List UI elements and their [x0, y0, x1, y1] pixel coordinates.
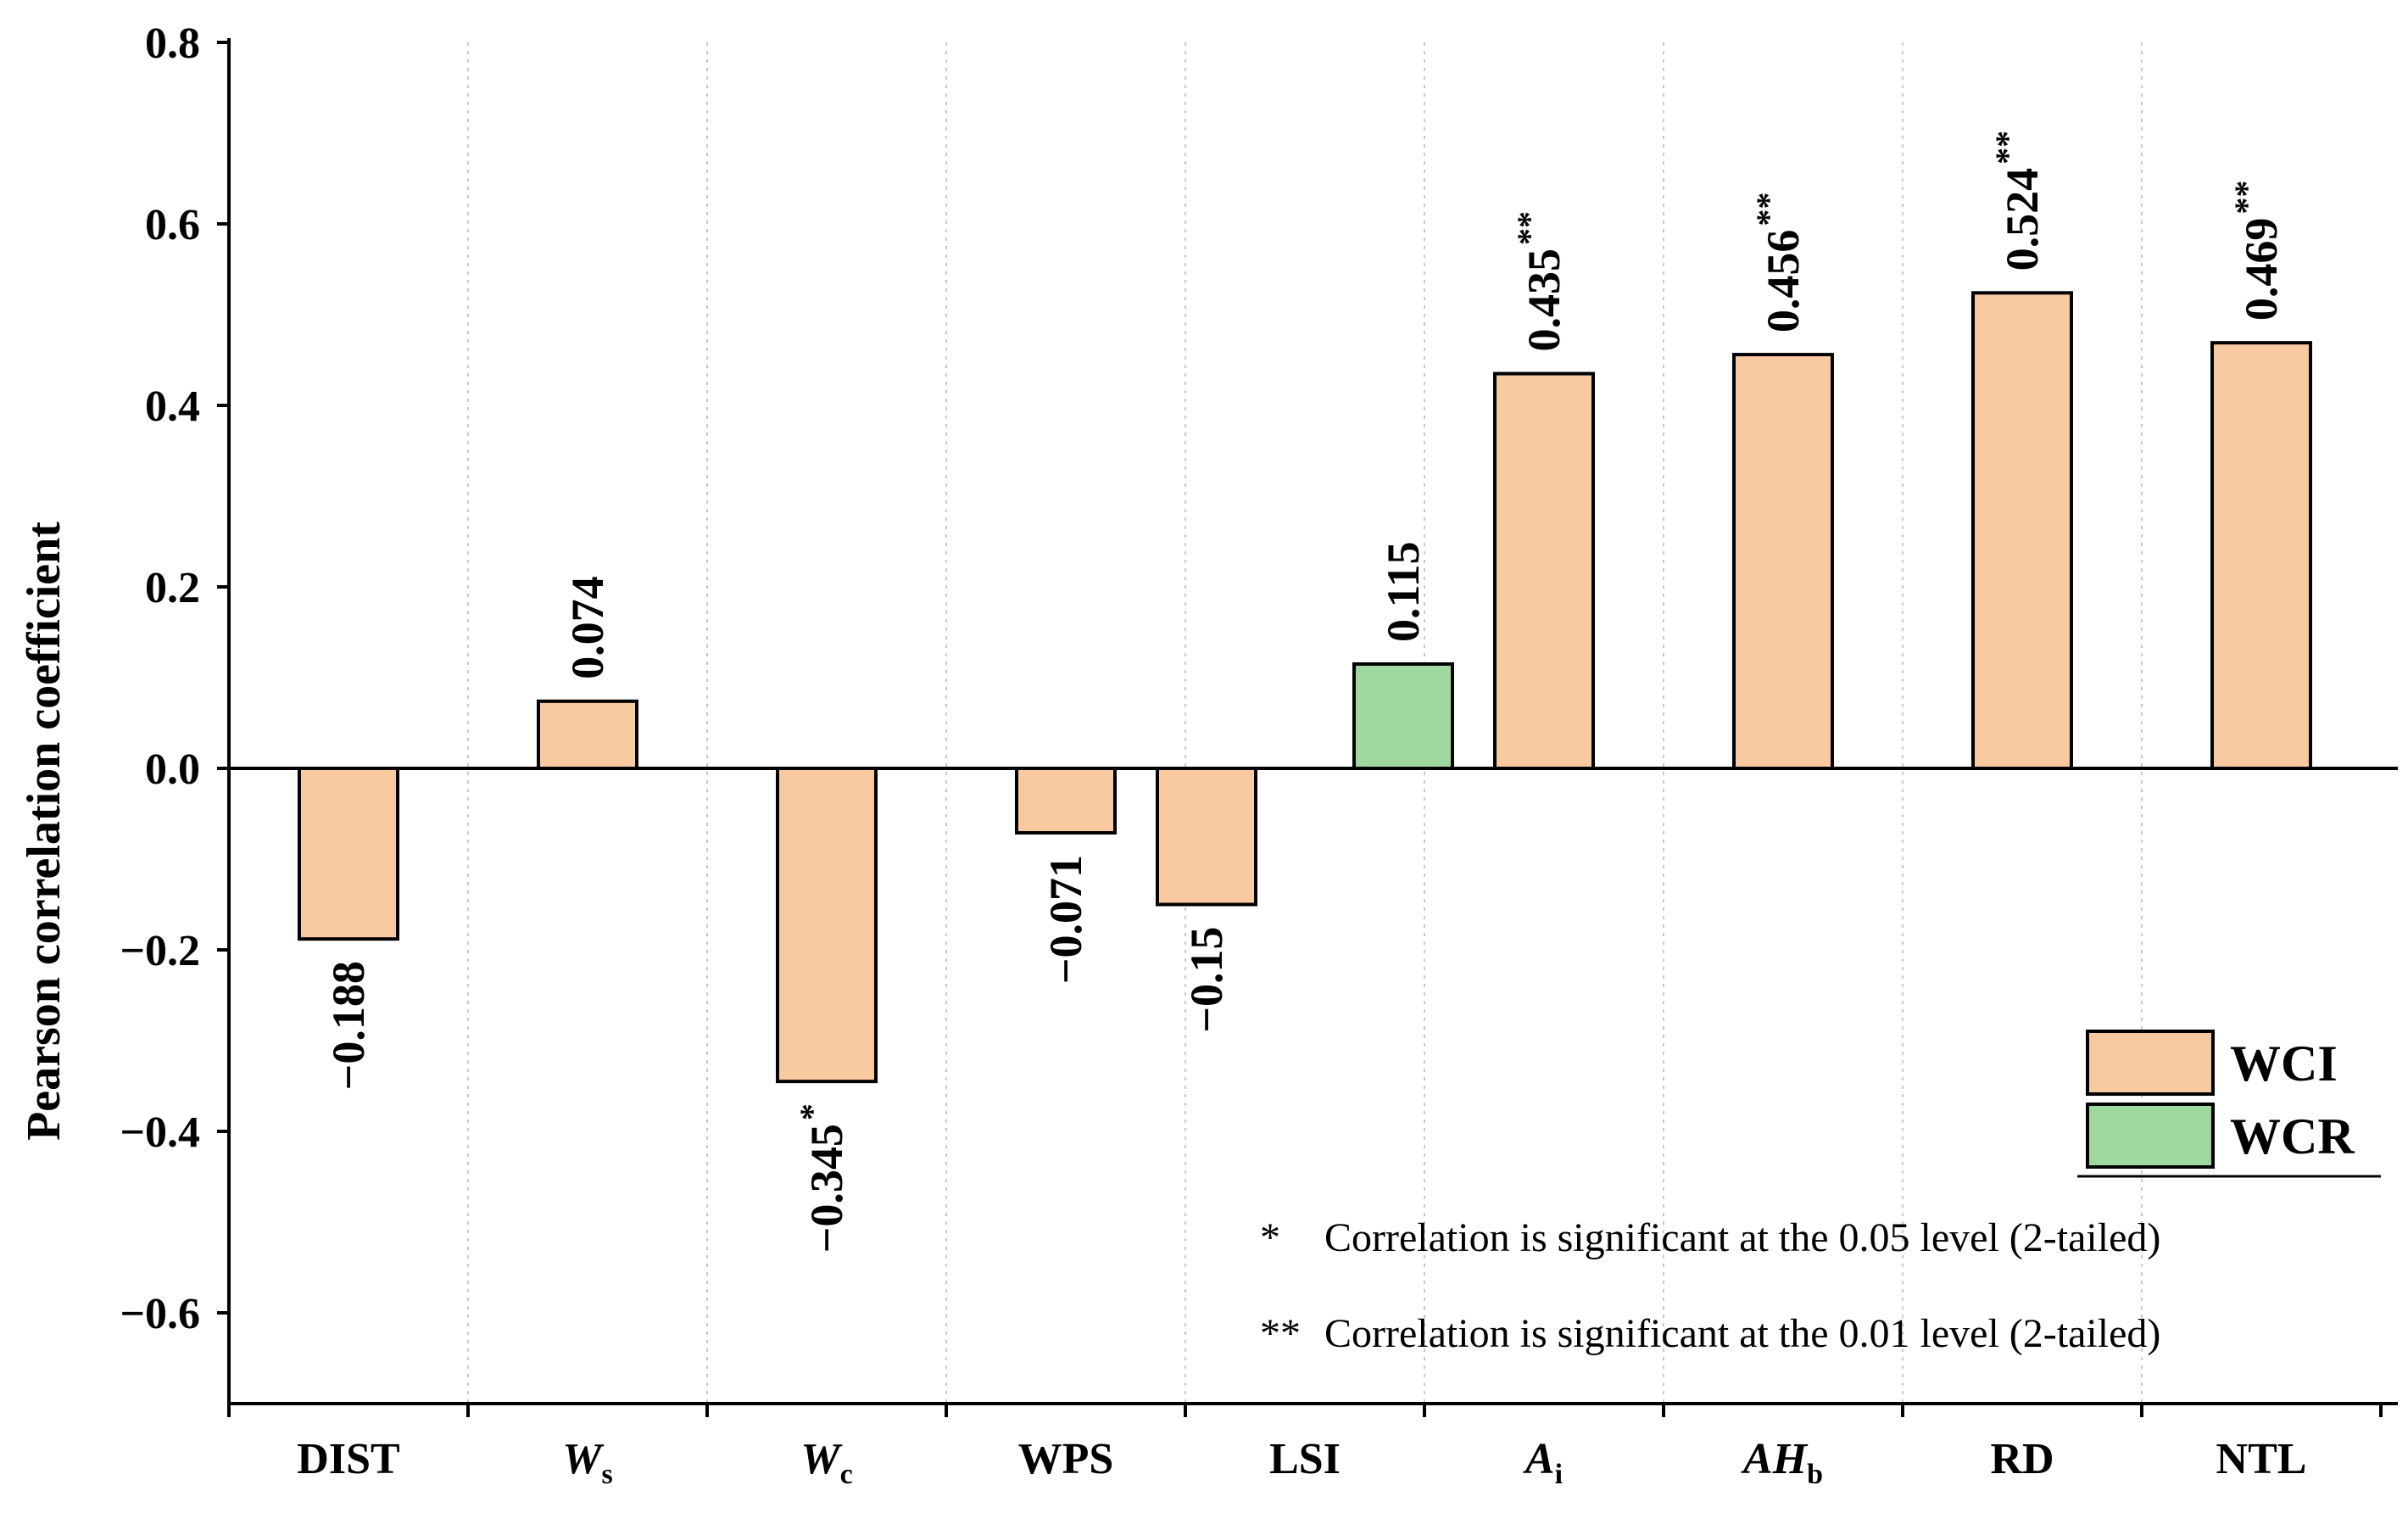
value-labels: −0.188 0.074 −0.345* −0.071 −0.15 0.115 0.435*… — [323, 131, 2287, 1253]
axes — [227, 38, 2398, 1405]
data-label: 0.435** — [1510, 211, 1569, 352]
legend: WCI WCR — [2077, 1030, 2381, 1178]
data-label: 0.456** — [1749, 193, 1809, 333]
bar-wcr — [1352, 662, 1454, 771]
x-tick-label: Ws — [562, 1435, 612, 1490]
legend-label-wci: WCI — [2230, 1036, 2338, 1091]
data-label: −0.188 — [323, 961, 374, 1090]
legend-swatch-wci — [2086, 1030, 2215, 1096]
bar-wci — [1015, 767, 1117, 835]
bar-wci — [1493, 371, 1595, 770]
x-tick-label: NTL — [2216, 1435, 2307, 1483]
data-label: 0.524** — [1988, 131, 2048, 271]
bar-wci — [776, 767, 878, 1084]
data-label: 0.115 — [1378, 541, 1429, 642]
y-ticks: 0.8 0.6 0.4 0.2 0.0 −0.2 −0.4 −0.6 — [120, 20, 229, 1338]
note-text-2: Correlation is significant at the 0.01 l… — [1324, 1311, 2160, 1356]
bar-wci — [298, 767, 399, 941]
significance-notes: * Correlation is significant at the 0.05… — [1260, 1215, 2160, 1356]
legend-label-wcr: WCR — [2230, 1108, 2355, 1164]
y-tick-label: −0.6 — [120, 1290, 200, 1338]
data-label: −0.071 — [1040, 855, 1091, 984]
bar-wci — [1971, 291, 2073, 770]
y-tick-label: 0.4 — [145, 382, 200, 431]
y-tick-label: −0.2 — [120, 927, 200, 975]
x-ticks: DIST Ws Wc WPS LSI Ai AHb RD NTL — [227, 1404, 2383, 1490]
x-tick-label: LSI — [1269, 1435, 1341, 1483]
bar-wci — [2210, 341, 2312, 770]
data-label: 0.469** — [2227, 181, 2287, 321]
x-tick-label: DIST — [297, 1435, 399, 1483]
bar-wci — [537, 699, 638, 771]
x-tick-label: WPS — [1018, 1435, 1114, 1483]
category-separators — [467, 42, 2143, 1404]
note-text-1: Correlation is significant at the 0.05 l… — [1324, 1215, 2160, 1260]
y-tick-label: 0.6 — [145, 201, 200, 249]
note-symbol-1: * — [1260, 1215, 1280, 1260]
y-tick-label: 0.2 — [145, 564, 200, 612]
x-tick-label: Wc — [800, 1435, 852, 1490]
bars — [298, 291, 2312, 1084]
note-symbol-2: ** — [1260, 1311, 1301, 1356]
y-tick-label: 0.8 — [145, 20, 200, 68]
data-label: 0.074 — [562, 576, 613, 679]
bar-wci — [1732, 353, 1834, 770]
x-tick-label: AHb — [1741, 1435, 1823, 1490]
data-label: −0.15 — [1181, 927, 1232, 1033]
legend-swatch-wcr — [2086, 1103, 2215, 1169]
y-axis-label: Pearson correlation coefficient — [18, 522, 70, 1141]
y-tick-label: 0.0 — [145, 745, 200, 794]
x-tick-label: RD — [1990, 1435, 2054, 1483]
bar-wci — [1156, 767, 1257, 907]
data-label: −0.345* — [793, 1103, 852, 1253]
x-tick-label: Ai — [1523, 1435, 1563, 1490]
y-tick-label: −0.4 — [120, 1108, 200, 1157]
